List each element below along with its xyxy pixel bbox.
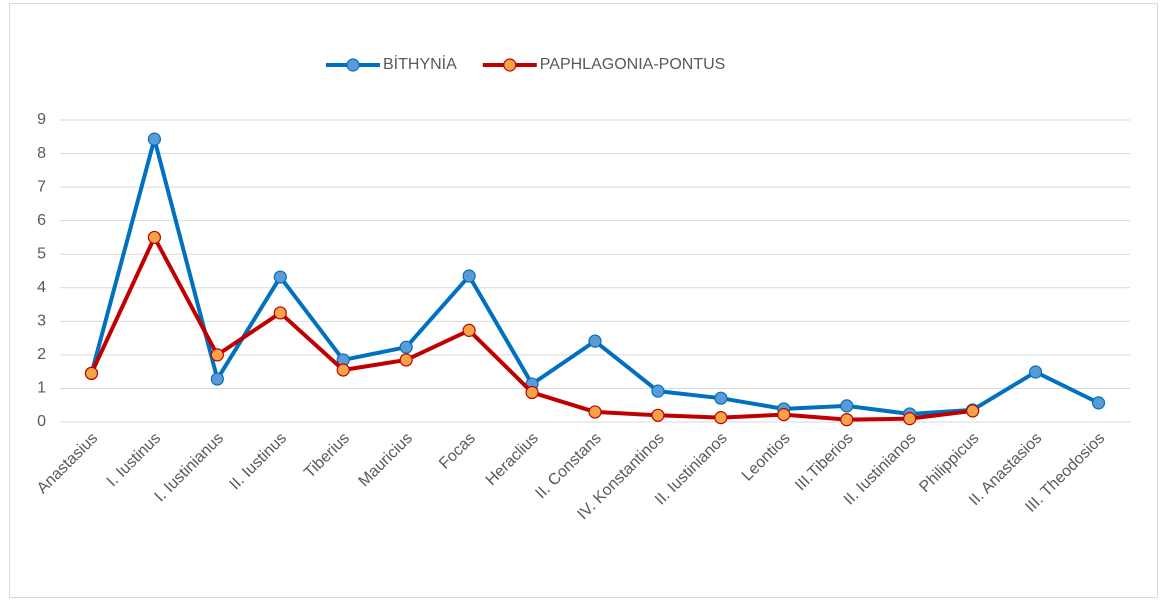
y-tick-label: 3	[37, 313, 46, 330]
point	[714, 391, 728, 405]
y-tick-label: 6	[37, 212, 46, 229]
legend-label: PAPHLAGONIA-PONTUS	[540, 56, 726, 73]
point	[147, 230, 162, 245]
point	[84, 366, 99, 380]
point	[1091, 396, 1106, 410]
legend-label: BİTHYNİA	[383, 54, 457, 73]
point	[966, 404, 980, 418]
y-tick-label: 5	[37, 245, 46, 262]
point	[777, 408, 791, 422]
y-tick-label: 7	[37, 178, 46, 195]
point	[210, 348, 224, 362]
y-tick-label: 2	[37, 346, 46, 363]
point	[273, 270, 287, 284]
point	[336, 363, 350, 377]
point	[462, 269, 476, 283]
point	[399, 340, 413, 354]
point	[525, 385, 539, 400]
point	[399, 353, 413, 367]
point	[273, 306, 287, 320]
y-tick-label: 1	[37, 380, 46, 397]
y-tick-label: 9	[37, 111, 46, 128]
point	[588, 334, 602, 348]
y-tick-label: 0	[37, 413, 46, 430]
y-tick-label: 4	[37, 279, 46, 296]
point	[840, 413, 854, 427]
point	[651, 384, 665, 398]
legend-marker	[346, 58, 360, 72]
point	[588, 405, 602, 419]
point	[147, 132, 162, 146]
point	[1028, 365, 1043, 379]
point	[210, 372, 224, 386]
point	[903, 412, 917, 426]
legend-marker	[503, 58, 517, 72]
y-tick-label: 8	[37, 145, 46, 162]
point	[714, 411, 728, 425]
point	[651, 408, 665, 422]
point	[840, 399, 854, 413]
point	[462, 323, 476, 337]
chart-border	[9, 3, 1158, 598]
